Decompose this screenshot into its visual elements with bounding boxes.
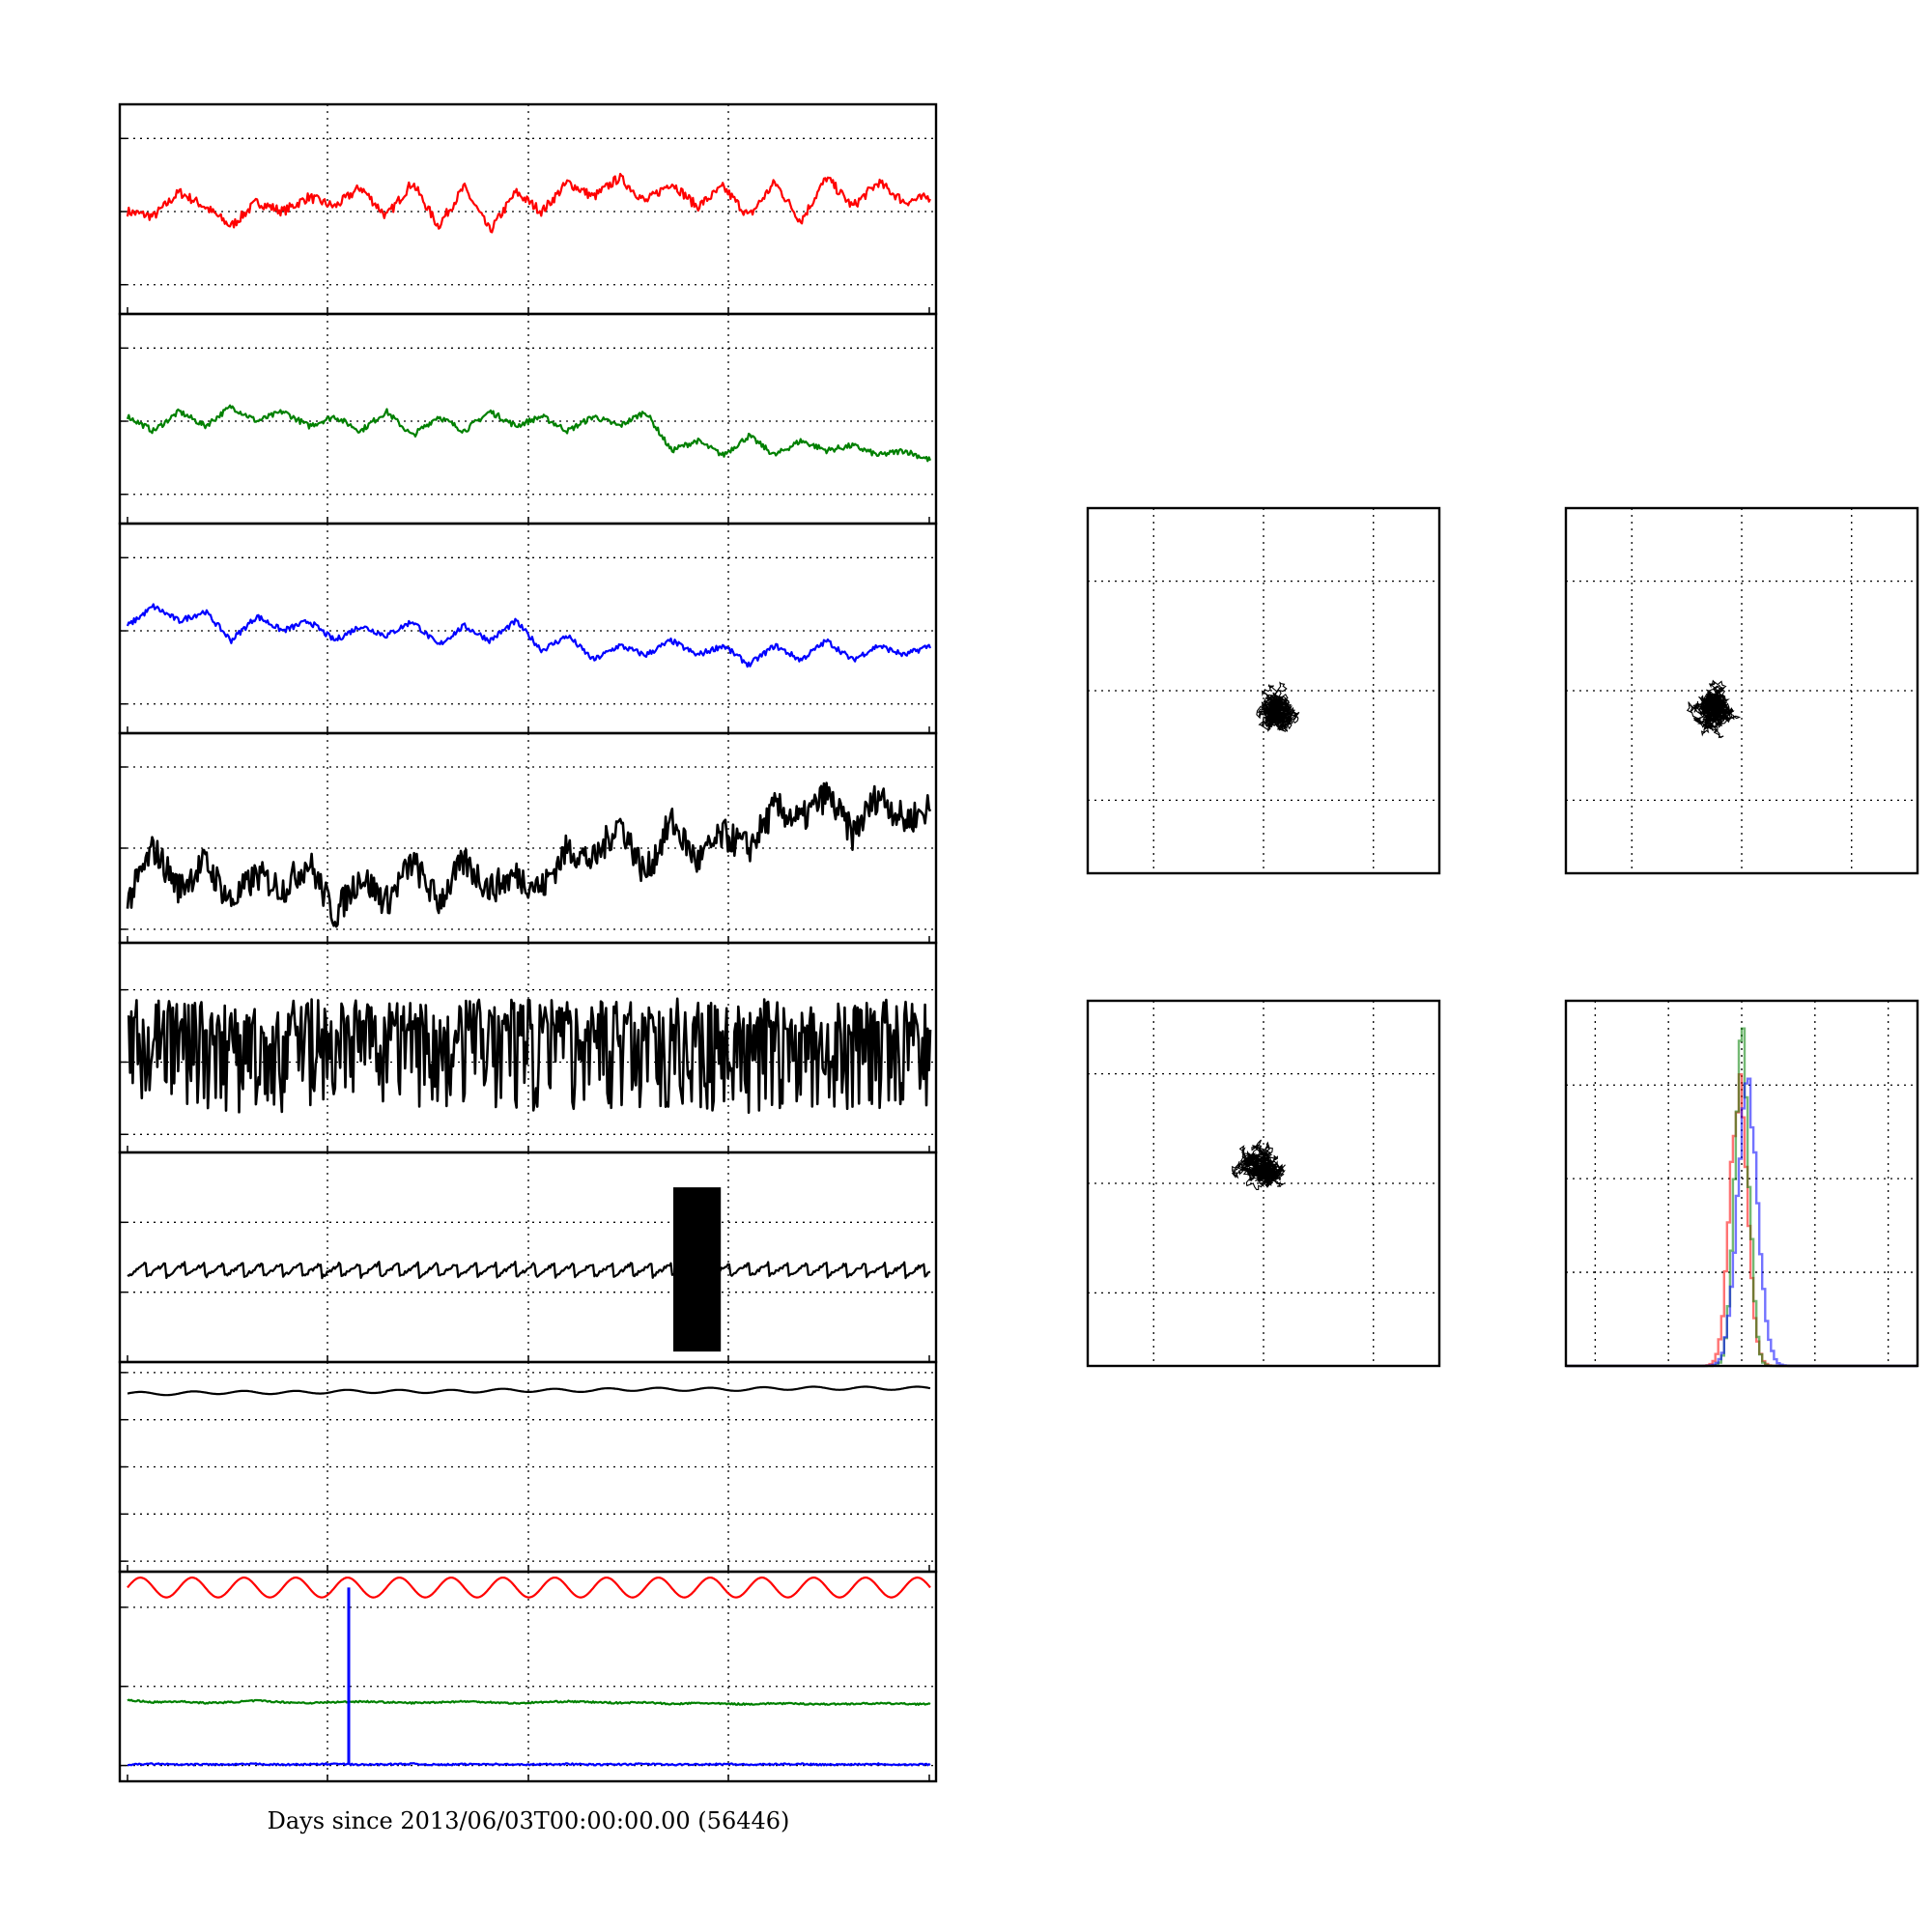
series-line-1 (127, 1698, 931, 1706)
series-line-0 (126, 404, 932, 463)
side-plots (1086, 506, 1919, 1368)
histogram-series-2 (1566, 1077, 1918, 1368)
scatter-trace (1256, 681, 1300, 732)
time-series-panels (118, 102, 938, 1783)
panel-6 (118, 1360, 938, 1574)
panel-frame (118, 1151, 938, 1364)
series-line-0 (126, 781, 932, 928)
panel-frame (118, 731, 938, 945)
panel-1 (118, 312, 938, 526)
burst-segment (673, 1187, 722, 1352)
panel-2 (118, 522, 938, 735)
panel-7 (118, 1570, 938, 1783)
panel-3 (118, 731, 938, 945)
series-line-0 (127, 997, 932, 1114)
panel-4 (118, 941, 938, 1154)
panel-5 (118, 1151, 938, 1364)
series-line-0 (126, 172, 931, 234)
series-line-0 (127, 1261, 931, 1280)
scatter-plot-xy (1086, 506, 1441, 875)
scatter-trace (1231, 1139, 1286, 1190)
series-line-0 (127, 1385, 931, 1397)
panel-frame (118, 1570, 938, 1783)
time-axis-label: Days since 2013/06/03T00:00:00.00 (56446… (268, 1807, 790, 1834)
plot-frame (1086, 999, 1441, 1368)
panel-frame (118, 102, 938, 316)
panel-0 (118, 102, 938, 316)
histogram-plot (1564, 999, 1919, 1368)
panel-frame (118, 312, 938, 526)
series-line-0 (127, 1577, 931, 1599)
scatter-plot-zx (1086, 999, 1441, 1368)
series-line-0 (126, 603, 932, 668)
scatter-plot-yz (1564, 506, 1919, 875)
series-line-2 (127, 1762, 931, 1767)
scatter-trace (1686, 679, 1742, 739)
plot-frame (1564, 999, 1919, 1368)
plot-frame (1564, 506, 1919, 875)
plot-frame (1086, 506, 1441, 875)
